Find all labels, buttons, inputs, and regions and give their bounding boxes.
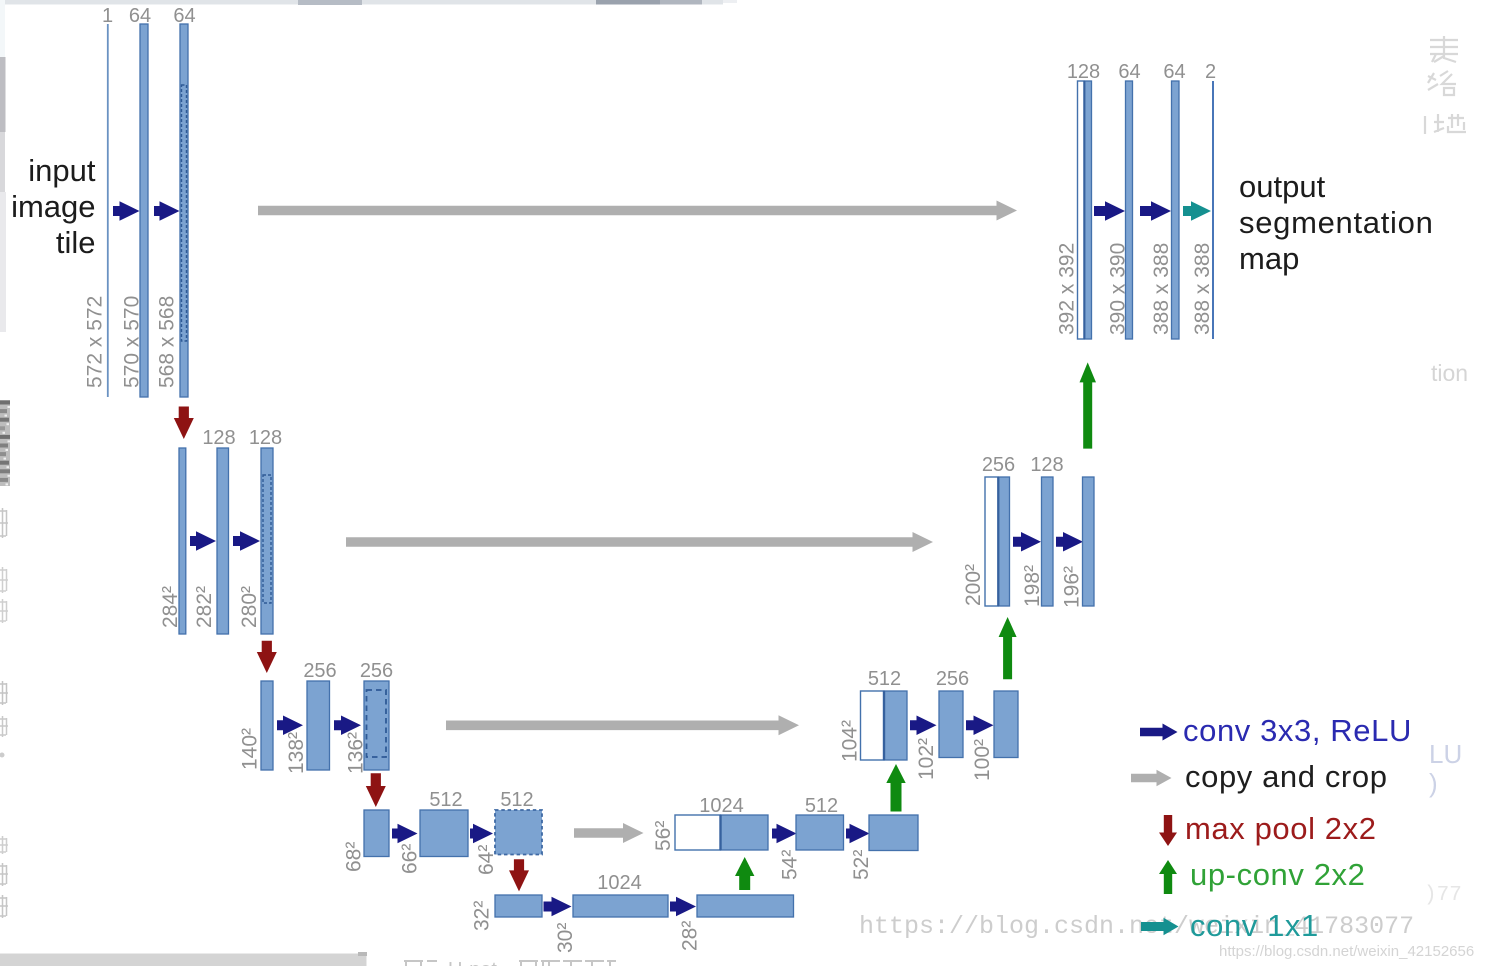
svg-text:388 x 388: 388 x 388 <box>1191 243 1214 335</box>
svg-text:256: 256 <box>303 660 336 682</box>
svg-text:conv 1x1: conv 1x1 <box>1190 908 1319 943</box>
svg-text:30²: 30² <box>554 923 577 953</box>
svg-text:2: 2 <box>1205 61 1216 83</box>
svg-text:LU: LU <box>1429 739 1462 769</box>
svg-text:282²: 282² <box>193 586 216 628</box>
svg-text:66²: 66² <box>399 844 422 874</box>
svg-text:https://blog.csdn.net/weixin_4: https://blog.csdn.net/weixin_41783077 <box>859 912 1414 941</box>
svg-text:https://blog.csdn.net/weixin_4: https://blog.csdn.net/weixin_42152656 <box>1219 943 1474 960</box>
svg-text:570 x 570: 570 x 570 <box>121 296 144 388</box>
svg-text:U-net: U-net <box>448 959 497 966</box>
svg-text:conv 3x3, ReLU: conv 3x3, ReLU <box>1183 713 1412 748</box>
svg-text:1024: 1024 <box>699 795 744 817</box>
svg-text:572 x 572: 572 x 572 <box>84 296 107 388</box>
svg-text:input: input <box>28 153 96 188</box>
svg-text:198²: 198² <box>1021 565 1044 607</box>
svg-text:568 x 568: 568 x 568 <box>156 296 179 388</box>
svg-text:up-conv 2x2: up-conv 2x2 <box>1190 857 1365 892</box>
svg-text:52²: 52² <box>850 850 873 880</box>
svg-text:image: image <box>11 189 95 224</box>
svg-text:32²: 32² <box>471 901 494 931</box>
svg-text:54²: 54² <box>779 850 802 880</box>
svg-text:64: 64 <box>1163 61 1185 83</box>
svg-text:138²: 138² <box>285 732 308 774</box>
svg-text:128: 128 <box>249 427 282 449</box>
svg-text:136²: 136² <box>345 732 368 774</box>
svg-text:104²: 104² <box>839 720 862 762</box>
svg-text:56²: 56² <box>652 821 675 851</box>
svg-text:200²: 200² <box>962 564 985 606</box>
svg-text:140²: 140² <box>239 728 262 770</box>
svg-text:segmentation: segmentation <box>1239 205 1434 240</box>
svg-text:196²: 196² <box>1061 566 1084 608</box>
svg-text:68²: 68² <box>343 842 366 872</box>
svg-text:284²: 284² <box>159 586 182 628</box>
svg-text:256: 256 <box>360 660 393 682</box>
svg-text:256: 256 <box>982 454 1015 476</box>
svg-text:28²: 28² <box>679 921 702 951</box>
svg-text:128: 128 <box>1030 454 1063 476</box>
svg-text:64: 64 <box>1118 61 1140 83</box>
svg-text:): ) <box>1429 768 1438 798</box>
svg-text:390 x 390: 390 x 390 <box>1107 243 1130 335</box>
svg-text:)77: )77 <box>1424 884 1462 907</box>
svg-text:64²: 64² <box>475 845 498 875</box>
svg-text:1024: 1024 <box>597 872 642 894</box>
svg-text:512: 512 <box>429 789 462 811</box>
svg-text:output: output <box>1239 169 1326 204</box>
svg-text:1: 1 <box>102 5 113 27</box>
svg-text:max pool 2x2: max pool 2x2 <box>1185 811 1377 846</box>
svg-text:128: 128 <box>1067 61 1100 83</box>
svg-text:100²: 100² <box>971 739 994 781</box>
svg-text:388 x 388: 388 x 388 <box>1150 243 1173 335</box>
svg-text:280²: 280² <box>238 586 261 628</box>
svg-text:map: map <box>1239 241 1299 276</box>
svg-text:256: 256 <box>936 668 969 690</box>
svg-text:tile: tile <box>56 225 96 260</box>
svg-text:copy and crop: copy and crop <box>1185 759 1388 794</box>
svg-text:392 x 392: 392 x 392 <box>1055 243 1078 335</box>
svg-text:128: 128 <box>202 427 235 449</box>
svg-text:512: 512 <box>805 795 838 817</box>
svg-text:64: 64 <box>173 5 195 27</box>
svg-text:tion: tion <box>1431 360 1468 386</box>
svg-text:102²: 102² <box>915 738 938 780</box>
svg-text:64: 64 <box>129 5 151 27</box>
svg-text:512: 512 <box>500 789 533 811</box>
svg-text:512: 512 <box>868 668 901 690</box>
